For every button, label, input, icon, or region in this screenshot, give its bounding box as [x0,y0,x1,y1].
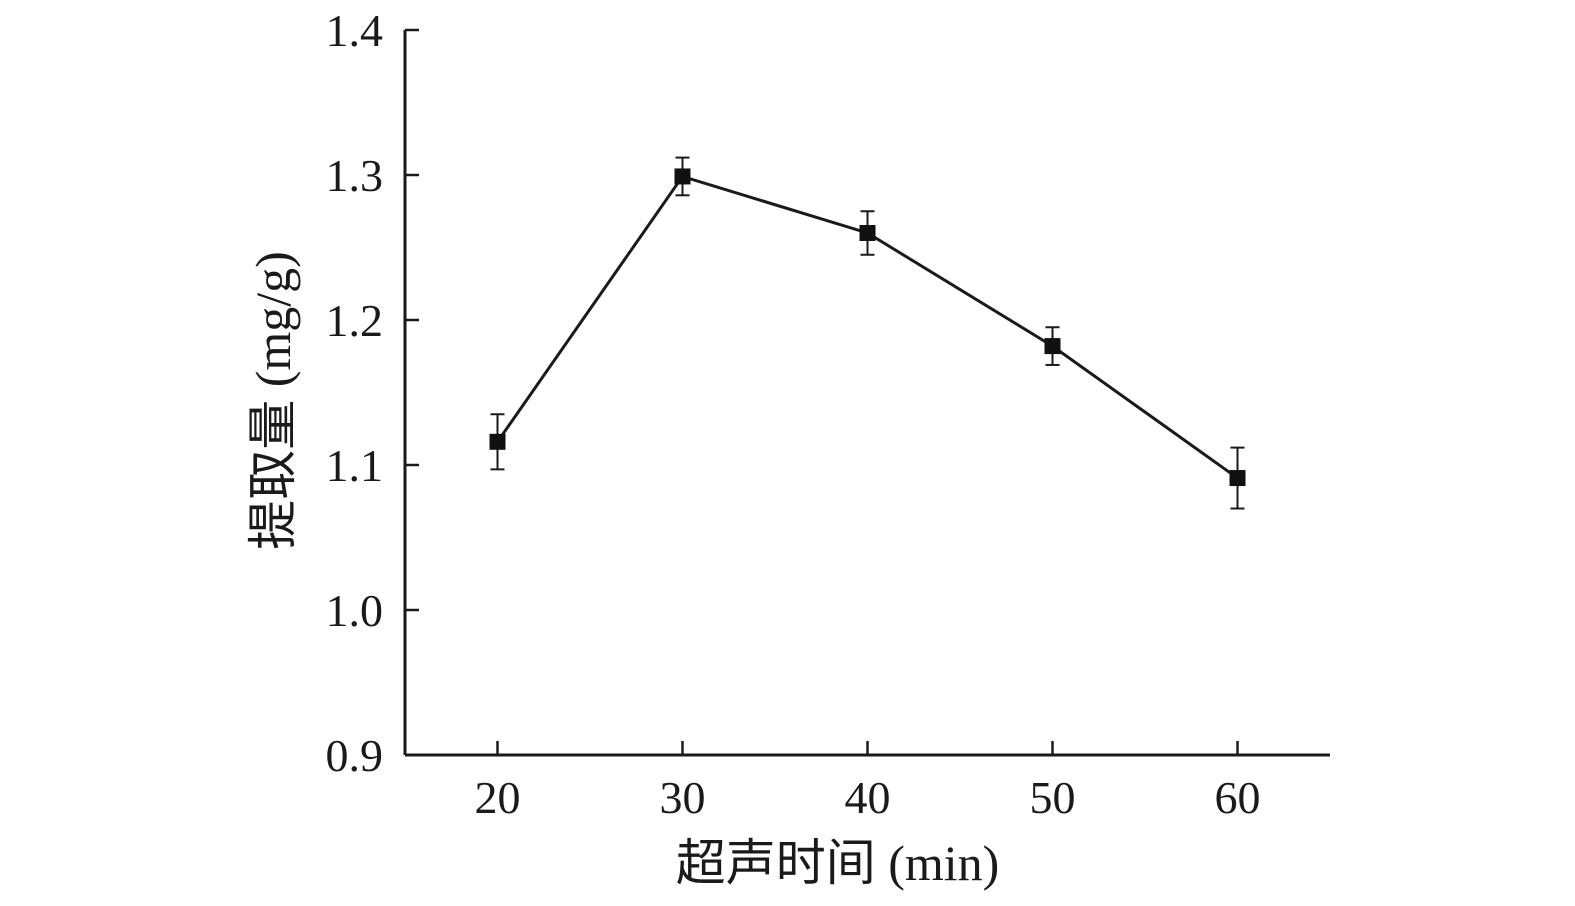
y-tick-label: 1.0 [326,585,384,636]
y-ticks: 0.9 1.0 1.1 1.2 1.3 1.4 [326,5,419,781]
data-point [1229,446,1246,510]
y-tick-label: 1.4 [326,5,384,56]
series-layer [489,156,1246,510]
square-marker [489,433,506,450]
y-axis-label: 提取量 (mg/g) [245,251,301,550]
x-tick-label: 60 [1215,772,1261,823]
square-marker [859,225,876,241]
x-tick-label: 20 [475,772,521,823]
plot-area: 0.9 1.0 1.1 1.2 1.3 1.4 20 30 40 50 60 [326,5,1330,823]
y-tick-label: 1.3 [326,150,384,201]
square-marker [1229,470,1246,487]
square-marker [674,168,691,185]
y-tick-label: 1.2 [326,295,384,346]
x-tick-label: 30 [660,772,706,823]
data-point [859,210,876,256]
data-point [489,413,506,471]
data-point [674,156,691,197]
data-point [1044,326,1061,366]
y-tick-label: 0.9 [326,730,384,781]
x-axis-label: 超声时间 (min) [676,835,1000,891]
x-ticks: 20 30 40 50 60 [475,741,1261,823]
square-marker [1044,338,1061,355]
x-tick-label: 50 [1030,772,1076,823]
y-tick-label: 1.1 [326,440,384,491]
x-tick-label: 40 [845,772,891,823]
